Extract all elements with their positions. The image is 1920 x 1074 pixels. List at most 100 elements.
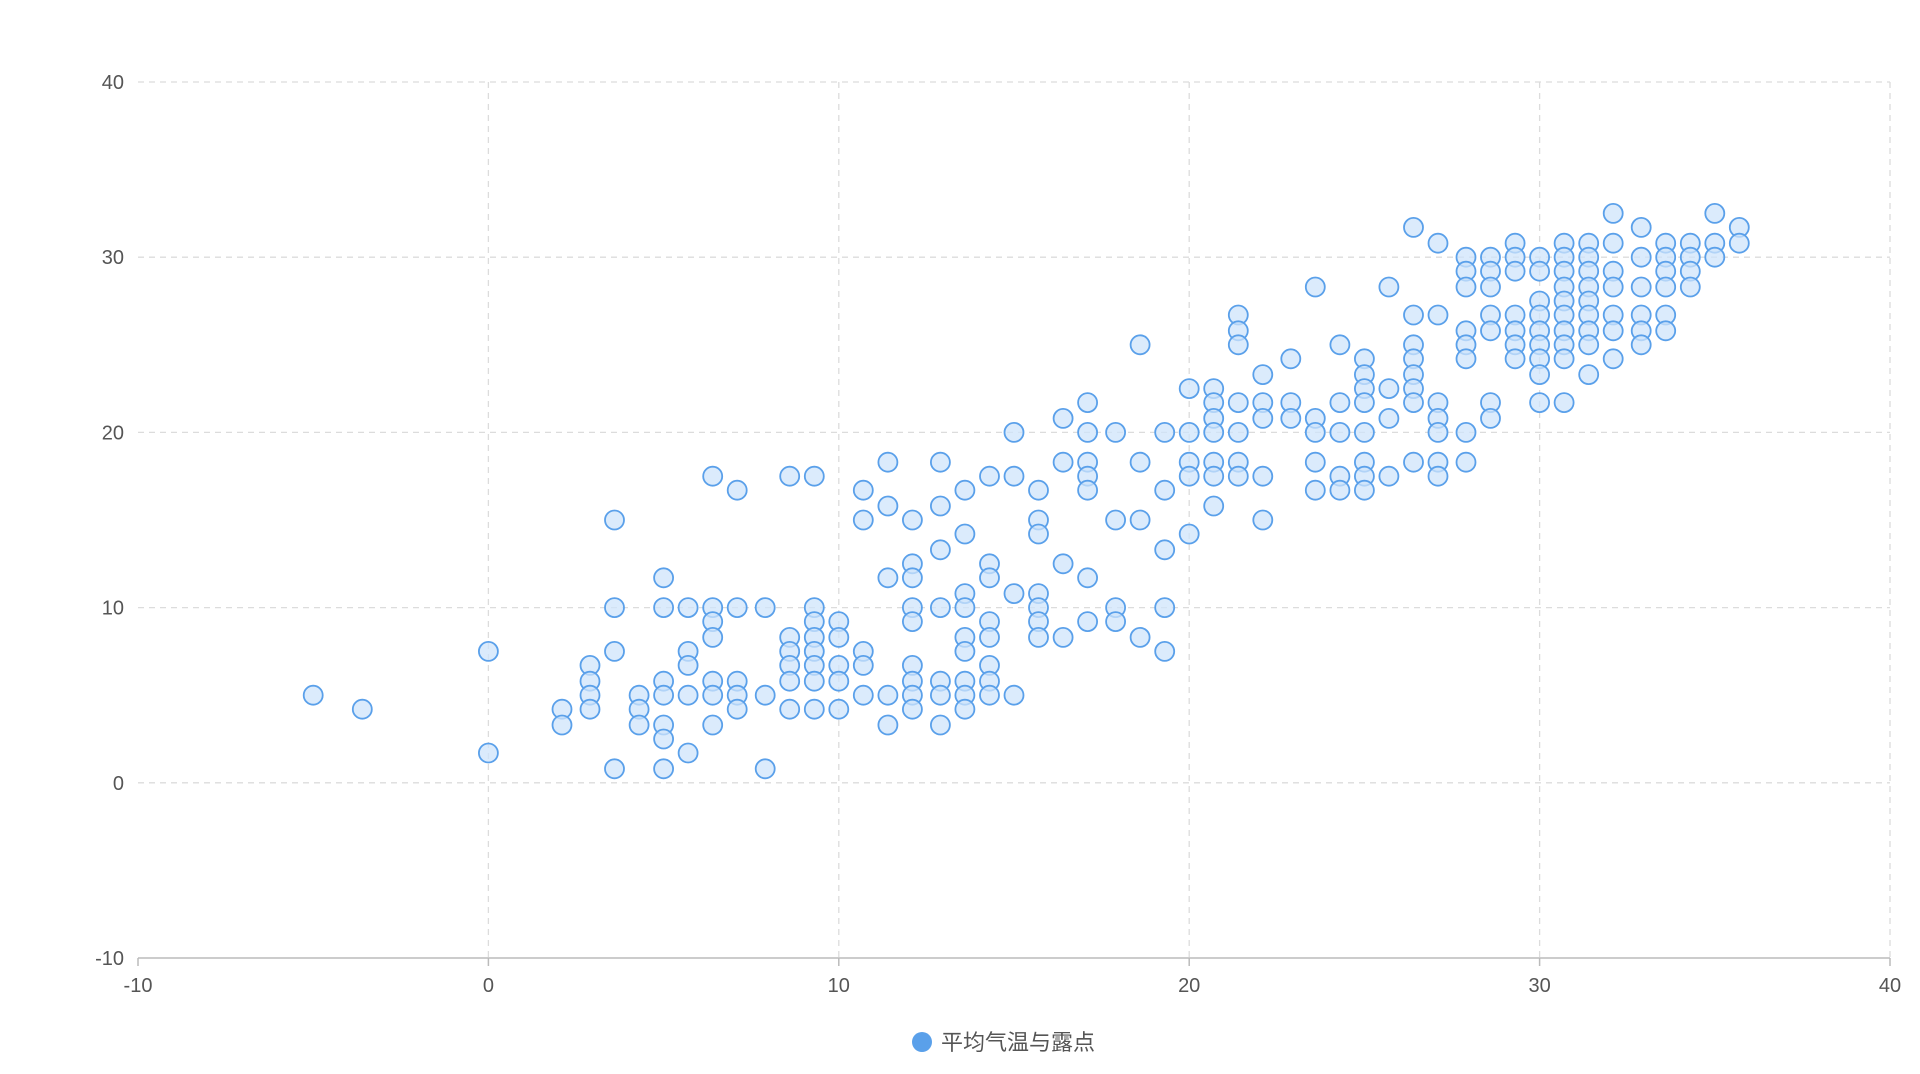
data-point[interactable]	[1052, 451, 1074, 473]
data-point[interactable]	[979, 627, 1000, 648]
data-point[interactable]	[653, 567, 674, 589]
data-point[interactable]	[653, 597, 674, 618]
data-point[interactable]	[1178, 378, 1200, 400]
data-point[interactable]	[1728, 232, 1750, 254]
data-point[interactable]	[1129, 509, 1151, 531]
data-point[interactable]	[877, 495, 899, 517]
data-point[interactable]	[1154, 641, 1176, 662]
data-point[interactable]	[1329, 392, 1351, 414]
data-point[interactable]	[1427, 232, 1449, 254]
data-point[interactable]	[930, 495, 951, 517]
data-point[interactable]	[852, 509, 874, 531]
data-point[interactable]	[1655, 320, 1677, 342]
data-point[interactable]	[1280, 348, 1302, 370]
data-point[interactable]	[1028, 523, 1049, 545]
data-point[interactable]	[726, 597, 748, 618]
data-point[interactable]	[1378, 378, 1400, 400]
data-point[interactable]	[930, 539, 951, 561]
data-point[interactable]	[1403, 392, 1424, 414]
legend-label[interactable]: 平均气温与露点	[941, 1031, 1095, 1056]
data-point[interactable]	[1227, 465, 1249, 487]
data-point[interactable]	[779, 465, 801, 487]
data-point[interactable]	[1504, 348, 1526, 370]
data-point[interactable]	[677, 655, 699, 676]
data-point[interactable]	[1455, 276, 1477, 298]
data-point[interactable]	[1304, 479, 1326, 501]
data-point[interactable]	[803, 670, 825, 692]
data-point[interactable]	[1427, 421, 1449, 443]
data-point[interactable]	[1028, 479, 1049, 501]
data-point[interactable]	[1203, 465, 1225, 487]
data-point[interactable]	[1028, 627, 1049, 648]
data-point[interactable]	[1553, 392, 1575, 414]
data-point[interactable]	[1077, 479, 1098, 501]
data-point[interactable]	[1427, 304, 1449, 326]
data-point[interactable]	[1602, 348, 1624, 370]
data-point[interactable]	[1403, 451, 1424, 473]
data-point[interactable]	[828, 698, 850, 720]
data-point[interactable]	[604, 509, 625, 531]
data-point[interactable]	[1105, 509, 1126, 531]
data-point[interactable]	[1529, 260, 1550, 282]
data-point[interactable]	[852, 479, 874, 501]
data-point[interactable]	[1427, 465, 1449, 487]
data-point[interactable]	[1252, 509, 1274, 531]
data-point[interactable]	[579, 698, 601, 720]
data-point[interactable]	[1403, 304, 1424, 326]
data-point[interactable]	[1227, 334, 1249, 356]
data-point[interactable]	[902, 567, 923, 589]
data-point[interactable]	[1129, 334, 1151, 356]
data-point[interactable]	[1077, 611, 1098, 632]
data-point[interactable]	[930, 714, 951, 736]
data-point[interactable]	[1129, 451, 1151, 473]
data-point[interactable]	[877, 451, 899, 473]
data-point[interactable]	[1329, 334, 1351, 356]
data-point[interactable]	[1529, 392, 1550, 414]
data-point[interactable]	[1227, 421, 1249, 443]
data-point[interactable]	[653, 758, 674, 780]
data-point[interactable]	[551, 714, 573, 736]
data-point[interactable]	[1003, 421, 1025, 443]
data-point[interactable]	[877, 714, 899, 736]
data-point[interactable]	[1077, 567, 1098, 589]
data-point[interactable]	[1630, 276, 1652, 298]
data-point[interactable]	[1480, 320, 1501, 342]
data-point[interactable]	[351, 698, 373, 720]
data-point[interactable]	[628, 714, 650, 736]
data-point[interactable]	[604, 597, 625, 618]
data-point[interactable]	[1129, 627, 1151, 648]
data-point[interactable]	[1378, 465, 1400, 487]
data-point[interactable]	[677, 684, 699, 706]
data-point[interactable]	[1203, 421, 1225, 443]
data-point[interactable]	[1227, 392, 1249, 414]
data-point[interactable]	[702, 465, 724, 487]
data-point[interactable]	[1105, 421, 1126, 443]
data-point[interactable]	[954, 479, 976, 501]
data-point[interactable]	[1105, 611, 1126, 632]
data-point[interactable]	[1203, 495, 1225, 517]
legend-marker[interactable]	[912, 1032, 932, 1052]
data-point[interactable]	[1602, 232, 1624, 254]
data-point[interactable]	[902, 509, 923, 531]
data-point[interactable]	[1553, 348, 1575, 370]
data-point[interactable]	[1003, 583, 1025, 604]
data-point[interactable]	[1602, 202, 1624, 224]
data-point[interactable]	[1052, 553, 1074, 575]
data-point[interactable]	[1252, 465, 1274, 487]
data-point[interactable]	[1354, 392, 1375, 414]
data-point[interactable]	[302, 684, 324, 706]
data-point[interactable]	[1630, 216, 1652, 238]
data-point[interactable]	[954, 641, 976, 662]
data-point[interactable]	[1178, 465, 1200, 487]
data-point[interactable]	[828, 670, 850, 692]
data-point[interactable]	[1003, 465, 1025, 487]
data-point[interactable]	[1077, 421, 1098, 443]
data-point[interactable]	[1154, 597, 1176, 618]
data-point[interactable]	[1154, 539, 1176, 561]
data-point[interactable]	[1630, 246, 1652, 268]
data-point[interactable]	[677, 597, 699, 618]
data-point[interactable]	[702, 627, 724, 648]
data-point[interactable]	[653, 684, 674, 706]
data-point[interactable]	[1578, 334, 1600, 356]
data-point[interactable]	[1480, 407, 1501, 429]
